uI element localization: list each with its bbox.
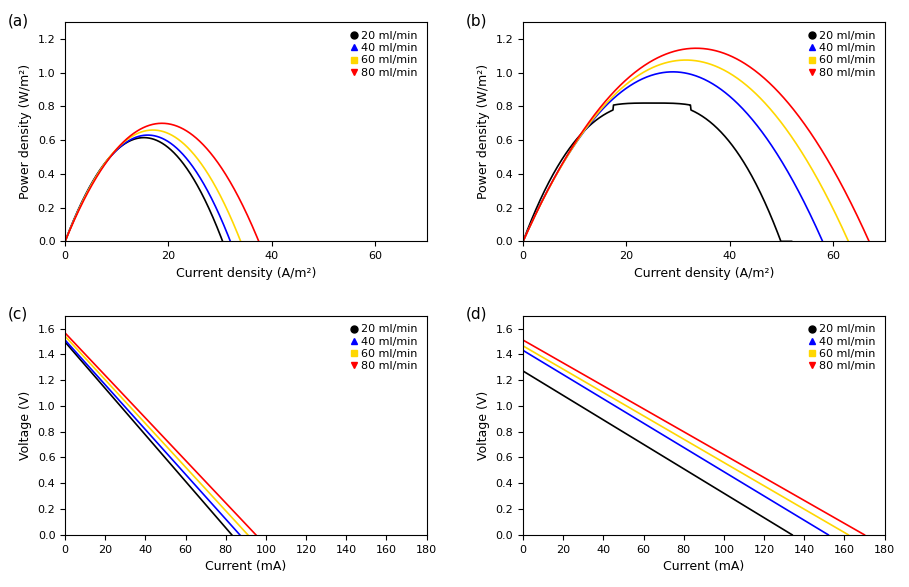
Legend: 20 ml/min, 40 ml/min, 60 ml/min, 80 ml/min: 20 ml/min, 40 ml/min, 60 ml/min, 80 ml/m…: [805, 321, 879, 375]
Text: (c): (c): [7, 307, 27, 322]
20 ml/min: [517, 238, 528, 245]
20 ml/min: [214, 229, 225, 236]
Legend: 20 ml/min, 40 ml/min, 60 ml/min, 80 ml/min: 20 ml/min, 40 ml/min, 60 ml/min, 80 ml/m…: [805, 28, 879, 81]
Line: 80 ml/min: 80 ml/min: [523, 48, 869, 241]
Legend: 20 ml/min, 40 ml/min, 60 ml/min, 80 ml/min: 20 ml/min, 40 ml/min, 60 ml/min, 80 ml/m…: [348, 28, 421, 81]
60 ml/min: [143, 127, 154, 134]
80 ml/min: [153, 120, 164, 127]
Y-axis label: Voltage (V): Voltage (V): [477, 390, 490, 460]
Y-axis label: Power density (W/m²): Power density (W/m²): [477, 64, 490, 199]
40 ml/min: [764, 139, 774, 146]
40 ml/min: [660, 69, 671, 76]
40 ml/min: [817, 238, 828, 245]
80 ml/min: [152, 120, 163, 127]
Line: 20 ml/min: 20 ml/min: [523, 371, 792, 535]
80 ml/min: [690, 45, 701, 52]
20 ml/min: [138, 134, 149, 141]
60 ml/min: [147, 127, 158, 134]
60 ml/min: [674, 57, 685, 64]
Line: 60 ml/min: 60 ml/min: [65, 130, 241, 241]
60 ml/min: [235, 238, 246, 245]
80 ml/min: [705, 46, 716, 53]
60 ml/min: [843, 238, 854, 245]
Y-axis label: Voltage (V): Voltage (V): [19, 390, 32, 460]
60 ml/min: [712, 63, 723, 70]
40 ml/min: [811, 223, 822, 230]
20 ml/min: [738, 158, 749, 166]
40 ml/min: [667, 68, 678, 75]
Text: (a): (a): [7, 14, 28, 28]
80 ml/min: [684, 45, 695, 52]
80 ml/min: [856, 221, 867, 228]
60 ml/min: [145, 127, 155, 134]
80 ml/min: [802, 124, 813, 131]
20 ml/min: [217, 238, 228, 245]
Line: 60 ml/min: 60 ml/min: [523, 60, 848, 241]
Line: 40 ml/min: 40 ml/min: [523, 72, 823, 241]
Line: 40 ml/min: 40 ml/min: [65, 135, 230, 241]
Line: 20 ml/min: 20 ml/min: [523, 103, 792, 241]
40 ml/min: [149, 132, 160, 139]
80 ml/min: [219, 168, 230, 176]
20 ml/min: [780, 238, 791, 245]
40 ml/min: [696, 75, 707, 82]
20 ml/min: [154, 138, 165, 145]
20 ml/min: [135, 134, 145, 141]
20 ml/min: [664, 100, 674, 107]
40 ml/min: [680, 70, 691, 77]
X-axis label: Current density (A/m²): Current density (A/m²): [634, 266, 774, 279]
X-axis label: Current density (A/m²): Current density (A/m²): [175, 266, 316, 279]
60 ml/min: [517, 238, 528, 245]
40 ml/min: [158, 136, 169, 143]
80 ml/min: [249, 228, 260, 235]
20 ml/min: [647, 100, 658, 107]
60 ml/min: [672, 57, 683, 64]
40 ml/min: [662, 69, 673, 76]
40 ml/min: [138, 132, 149, 139]
40 ml/min: [195, 176, 206, 183]
20 ml/min: [60, 238, 71, 245]
80 ml/min: [175, 124, 186, 131]
80 ml/min: [517, 238, 528, 245]
20 ml/min: [678, 100, 689, 107]
40 ml/min: [60, 238, 71, 245]
60 ml/min: [204, 173, 215, 180]
20 ml/min: [145, 135, 156, 142]
60 ml/min: [60, 238, 71, 245]
Line: 80 ml/min: 80 ml/min: [65, 123, 259, 241]
60 ml/min: [232, 228, 243, 235]
40 ml/min: [517, 238, 528, 245]
80 ml/min: [165, 121, 175, 128]
80 ml/min: [864, 238, 874, 245]
20 ml/min: [517, 367, 528, 375]
60 ml/min: [680, 56, 691, 63]
60 ml/min: [155, 127, 166, 134]
Legend: 20 ml/min, 40 ml/min, 60 ml/min, 80 ml/min: 20 ml/min, 40 ml/min, 60 ml/min, 80 ml/m…: [348, 321, 421, 375]
40 ml/min: [142, 131, 153, 139]
40 ml/min: [221, 229, 232, 236]
X-axis label: Current (mA): Current (mA): [664, 560, 744, 573]
Line: 20 ml/min: 20 ml/min: [65, 137, 223, 241]
Text: (d): (d): [465, 307, 486, 322]
X-axis label: Current (mA): Current (mA): [205, 560, 286, 573]
80 ml/min: [60, 238, 71, 245]
80 ml/min: [682, 45, 693, 52]
80 ml/min: [254, 238, 265, 245]
20 ml/min: [135, 134, 146, 141]
20 ml/min: [647, 100, 658, 107]
60 ml/min: [835, 222, 846, 229]
20 ml/min: [786, 238, 797, 245]
20 ml/min: [645, 100, 656, 107]
40 ml/min: [225, 238, 235, 245]
20 ml/min: [189, 177, 200, 184]
80 ml/min: [724, 52, 735, 59]
40 ml/min: [139, 131, 150, 139]
80 ml/min: [156, 120, 167, 127]
Y-axis label: Power density (W/m²): Power density (W/m²): [19, 64, 32, 199]
20 ml/min: [786, 531, 797, 538]
60 ml/min: [165, 131, 175, 138]
60 ml/min: [785, 131, 796, 139]
Text: (b): (b): [465, 14, 486, 28]
60 ml/min: [694, 58, 705, 65]
